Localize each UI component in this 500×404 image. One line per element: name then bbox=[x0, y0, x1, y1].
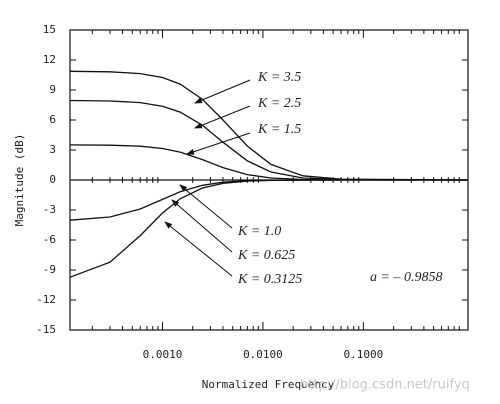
curve bbox=[69, 179, 468, 278]
curve bbox=[69, 99, 469, 181]
x-tick-label: 0.1000 bbox=[344, 348, 384, 361]
curve-label: K = 2.5 bbox=[257, 96, 301, 111]
curve-label: K = 1.5 bbox=[257, 122, 301, 137]
label-arrow bbox=[171, 199, 233, 253]
y-tick-label: 0 bbox=[49, 173, 56, 186]
label-arrow bbox=[194, 105, 251, 129]
y-tick-label: -15 bbox=[36, 323, 56, 336]
y-tick-label: 9 bbox=[49, 83, 56, 96]
label-arrow bbox=[164, 221, 233, 277]
label-arrow bbox=[186, 132, 251, 155]
curve-label: K = 0.625 bbox=[237, 248, 295, 263]
y-tick-label: 3 bbox=[49, 143, 56, 156]
label-arrow bbox=[194, 79, 251, 104]
x-tick-label: 0.0100 bbox=[243, 348, 283, 361]
x-axis-label: Normalized Frequency bbox=[202, 378, 335, 391]
y-tick-label: -12 bbox=[36, 293, 56, 306]
watermark: http://blog.csdn.net/ruifyq bbox=[300, 378, 470, 393]
x-tick-label: 0.0010 bbox=[143, 348, 183, 361]
y-tick-label: 6 bbox=[49, 113, 56, 126]
curve bbox=[69, 70, 469, 181]
y-tick-label: -6 bbox=[43, 233, 56, 246]
curve-label: K = 0.3125 bbox=[237, 272, 302, 287]
y-axis-label: Magnitude (dB) bbox=[13, 134, 26, 227]
y-tick-label: -3 bbox=[43, 203, 56, 216]
parameter-annotation: a = – 0.9858 bbox=[370, 270, 442, 285]
y-tick-label: 15 bbox=[43, 23, 56, 36]
curve bbox=[69, 179, 468, 221]
y-tick-label: 12 bbox=[43, 53, 56, 66]
curve-label: K = 3.5 bbox=[257, 70, 301, 85]
y-tick-label: -9 bbox=[43, 263, 56, 276]
curve-label: K = 1.0 bbox=[237, 224, 281, 239]
label-arrow bbox=[179, 184, 233, 229]
